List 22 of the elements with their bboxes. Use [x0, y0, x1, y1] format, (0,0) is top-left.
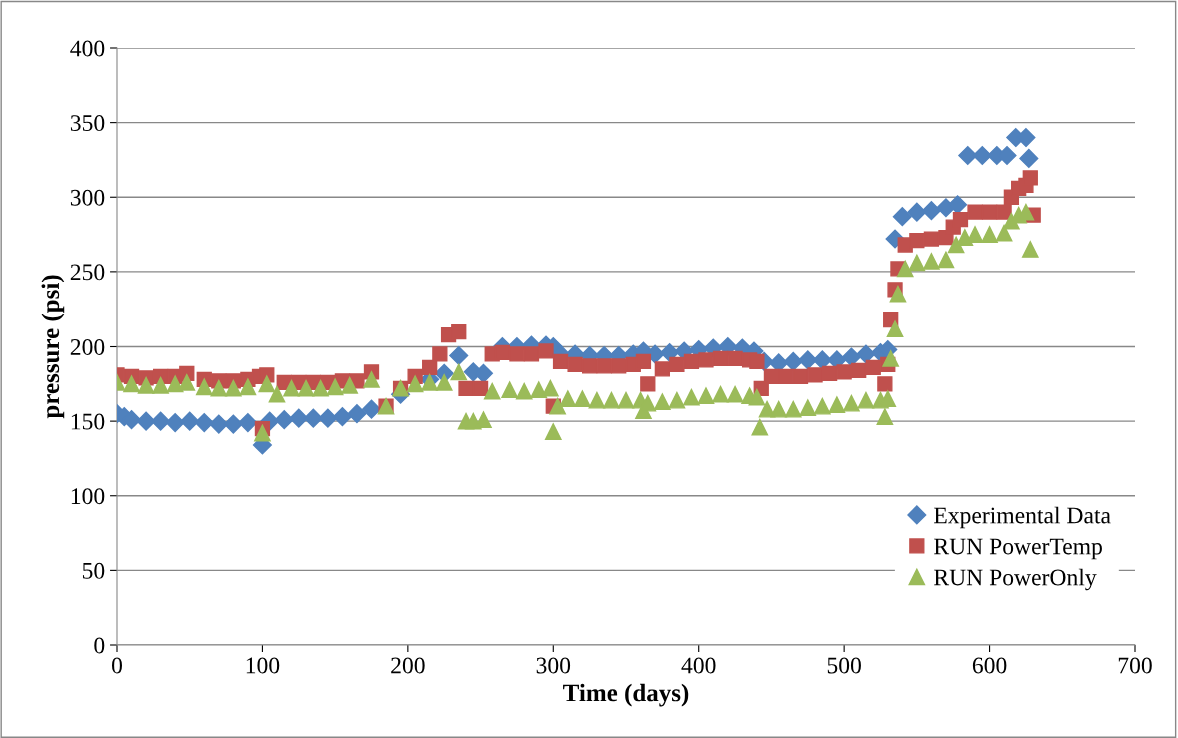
- legend-label: RUN PowerTemp: [934, 538, 1102, 560]
- x-tick-label: 200: [391, 657, 425, 674]
- x-tick-label: 300: [536, 657, 571, 674]
- y-tick-label: 200: [70, 338, 105, 355]
- y-axis-title: pressure (psi): [41, 275, 65, 419]
- y-tick-label: 300: [70, 189, 105, 206]
- y-tick-label: 150: [71, 413, 105, 430]
- x-tick-label: 700: [1118, 657, 1152, 674]
- x-tick-label: 100: [246, 657, 280, 674]
- x-tick-label: 500: [827, 657, 861, 674]
- y-tick-label: 100: [71, 488, 105, 505]
- y-tick-label: 350: [70, 115, 105, 132]
- y-tick-label: 0: [94, 637, 105, 654]
- x-tick-label: 0: [112, 657, 122, 674]
- x-tick-label: 600: [972, 657, 1007, 674]
- y-tick-label: 400: [70, 40, 105, 57]
- y-tick-label: 250: [70, 264, 105, 281]
- x-tick-label: 400: [681, 657, 716, 674]
- y-tick-label: 50: [82, 562, 105, 579]
- legend-label: RUN PowerOnly: [934, 568, 1097, 591]
- legend-label: Experimental Data: [934, 506, 1111, 529]
- x-axis-title: Time (days): [563, 683, 689, 707]
